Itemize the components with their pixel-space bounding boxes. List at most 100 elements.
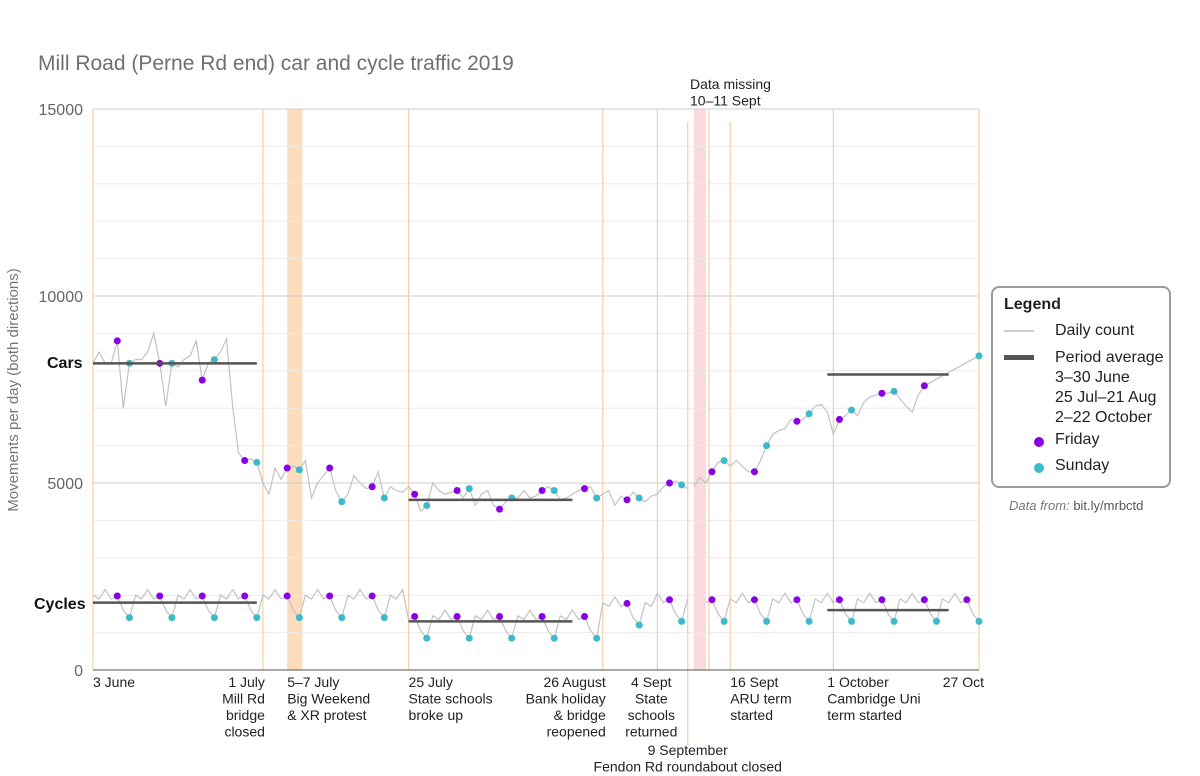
y-tick-label: 5000 <box>47 476 83 493</box>
annotation-label: Fendon Rd roundabout closed <box>594 759 782 775</box>
cycles-sunday-point <box>295 614 303 622</box>
cycles-sunday-point <box>380 614 388 622</box>
legend-sunday-dot <box>1034 463 1044 473</box>
cars-sunday-point <box>295 466 303 474</box>
cycles-sunday-point <box>253 614 261 622</box>
annotation-label: 4 Sept <box>631 674 672 690</box>
cycles-friday-point <box>581 613 589 621</box>
annotation-label: Bank holiday <box>526 691 606 707</box>
cycles-friday-point <box>326 592 334 600</box>
source-link[interactable]: bit.ly/mrbctd <box>1073 498 1144 513</box>
cars-sunday-point <box>593 494 601 502</box>
cycles-friday-point <box>878 596 886 604</box>
legend-period-1: 3–30 June <box>1055 369 1130 386</box>
annotation-label: term started <box>827 707 902 723</box>
annotation-label: closed <box>224 724 264 740</box>
cars-friday-point <box>113 337 121 345</box>
cars-friday-point <box>368 483 376 491</box>
legend: Legend Daily count Period average 3–30 J… <box>991 286 1171 488</box>
cycles-friday-point <box>920 596 928 604</box>
annotation-label: Cambridge Uni <box>827 691 920 707</box>
cars-sunday-point <box>550 486 558 494</box>
cars-sunday-point <box>805 410 813 418</box>
annotation-label: Data missing <box>690 76 771 92</box>
cars-sunday-point <box>848 406 856 414</box>
cars-friday-point <box>708 468 716 476</box>
annotation-label: 25 July <box>409 674 453 690</box>
source-label: Data from: <box>1009 498 1070 513</box>
cars-friday-point <box>750 468 758 476</box>
cycles-sunday-point <box>805 617 813 625</box>
cars-friday-point <box>666 479 674 487</box>
cycles-sunday-point <box>338 614 346 622</box>
legend-period-2: 25 Jul–21 Aug <box>1055 389 1157 406</box>
big-weekend-band <box>287 109 303 670</box>
cars-friday-point <box>453 486 461 494</box>
annotation-label: returned <box>625 724 677 740</box>
annotation-label: 10–11 Sept <box>690 93 761 109</box>
legend-daily-label: Daily count <box>1055 322 1135 339</box>
annotation-label: Mill Rd <box>222 691 265 707</box>
cars-sunday-point <box>380 494 388 502</box>
cycles-sunday-point <box>125 614 133 622</box>
cars-friday-point <box>283 464 291 472</box>
cycles-sunday-point <box>933 617 941 625</box>
legend-average-label: Period average <box>1055 349 1164 366</box>
cycles-daily-line <box>705 592 980 623</box>
cycles-sunday-point <box>975 617 983 625</box>
cars-friday-point <box>496 505 504 513</box>
y-tick-label: 10000 <box>39 289 84 306</box>
cars-friday-point <box>835 415 843 423</box>
cycles-friday-point <box>793 596 801 604</box>
cars-friday-point <box>623 496 631 504</box>
cycles-friday-point <box>283 592 291 600</box>
annotation-label: ARU term <box>730 691 791 707</box>
cycles-sunday-point <box>508 634 516 642</box>
cycles-sunday-point <box>465 634 473 642</box>
cars-friday-point <box>198 376 206 384</box>
annotation-label: 16 Sept <box>730 674 778 690</box>
cycles-friday-point <box>368 592 376 600</box>
annotation-label: schools <box>628 707 675 723</box>
series-label-cycles: Cycles <box>34 596 86 613</box>
cars-friday-point <box>241 457 249 465</box>
cars-sunday-point <box>423 501 431 509</box>
cars-sunday-point <box>890 387 898 395</box>
cycles-friday-point <box>623 599 631 607</box>
cycles-friday-point <box>708 596 716 604</box>
cycles-daily-line <box>92 588 689 640</box>
cars-friday-point <box>538 486 546 494</box>
annotation-label: State schools <box>409 691 493 707</box>
cycles-sunday-point <box>550 634 558 642</box>
legend-average-swatch <box>1004 355 1034 360</box>
cars-sunday-point <box>465 485 473 493</box>
annotation-label: 9 September <box>648 742 728 758</box>
cycles-sunday-point <box>593 634 601 642</box>
cars-sunday-point <box>678 481 686 489</box>
legend-title: Legend <box>1004 296 1061 313</box>
cars-daily-line <box>92 331 689 513</box>
annotation-label: Big Weekend <box>287 691 370 707</box>
cycles-friday-point <box>453 613 461 621</box>
annotation-label: 1 July <box>228 674 265 690</box>
cars-sunday-point <box>210 356 218 364</box>
annotation-label: & bridge <box>554 707 606 723</box>
legend-friday-label: Friday <box>1055 431 1100 448</box>
cars-sunday-point <box>253 458 261 466</box>
cycles-friday-point <box>113 592 121 600</box>
cars-sunday-point <box>338 498 346 506</box>
series-label-cars: Cars <box>47 355 83 372</box>
legend-period-3: 2–22 October <box>1055 409 1152 426</box>
cycles-friday-point <box>835 596 843 604</box>
cycles-sunday-point <box>210 614 218 622</box>
cycles-sunday-point <box>848 617 856 625</box>
annotation-label: broke up <box>409 707 464 723</box>
cycles-sunday-point <box>635 621 643 629</box>
cycles-friday-point <box>156 592 164 600</box>
cars-friday-point <box>581 485 589 493</box>
cycles-friday-point <box>750 596 758 604</box>
cycles-sunday-point <box>720 617 728 625</box>
cars-sunday-point <box>635 494 643 502</box>
annotation-label: reopened <box>547 724 606 740</box>
